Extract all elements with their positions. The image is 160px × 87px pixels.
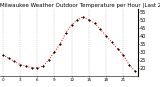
Text: Milwaukee Weather Outdoor Temperature per Hour (Last 24 Hours): Milwaukee Weather Outdoor Temperature pe… (0, 3, 160, 8)
